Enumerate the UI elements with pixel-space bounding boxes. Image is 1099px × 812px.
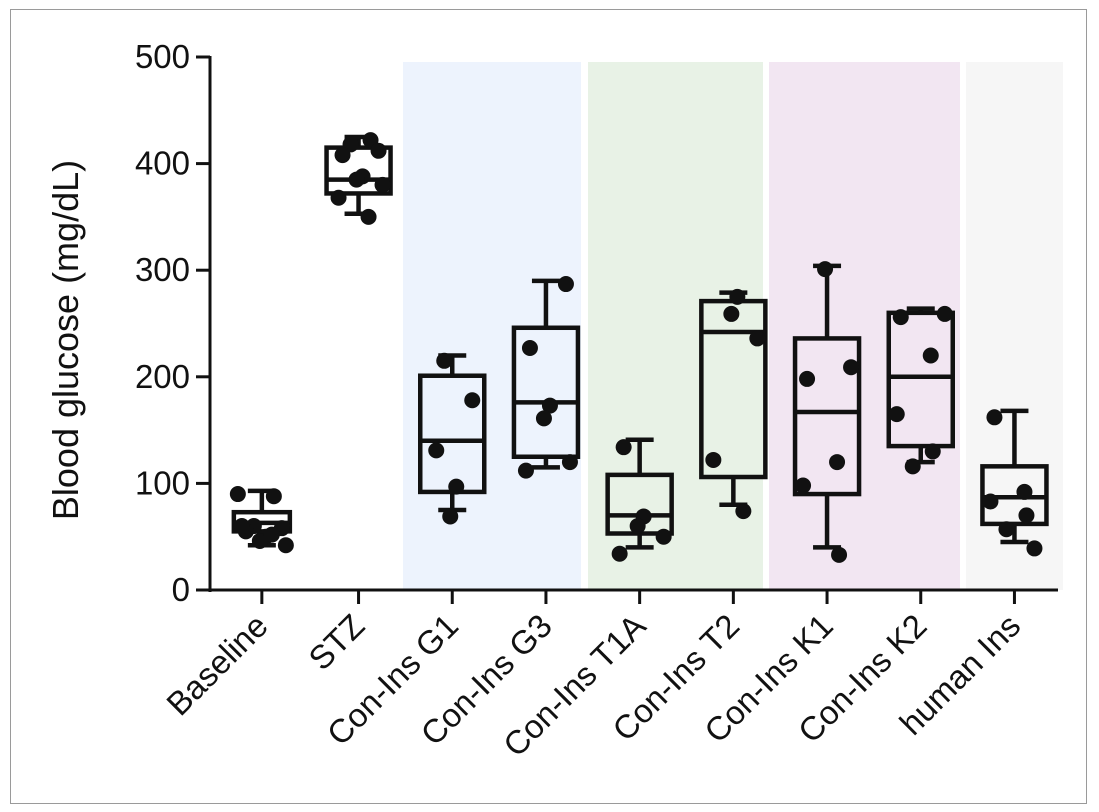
data-point xyxy=(428,442,445,459)
data-point xyxy=(1018,507,1035,524)
data-point xyxy=(799,370,816,387)
data-point xyxy=(251,532,268,549)
data-point xyxy=(723,305,740,322)
data-point xyxy=(735,503,752,520)
data-point xyxy=(233,518,250,535)
data-point xyxy=(521,340,538,357)
y-axis-title: Blood glucose (mg/dL) xyxy=(45,160,86,520)
data-point xyxy=(936,305,953,322)
data-point xyxy=(924,443,941,460)
box-iqr xyxy=(792,336,862,497)
data-point xyxy=(448,478,465,495)
box-iqr xyxy=(886,310,955,449)
data-point xyxy=(629,518,646,535)
data-point xyxy=(611,545,628,562)
data-point xyxy=(1016,483,1033,500)
data-point xyxy=(277,537,294,554)
y-tick-label: 500 xyxy=(135,38,190,75)
data-point xyxy=(330,189,347,206)
data-point xyxy=(892,309,909,326)
x-tick-label: Baseline xyxy=(159,607,275,723)
y-axis: 0 100 200 300 400 500 xyxy=(135,38,212,608)
data-point xyxy=(982,493,999,510)
y-tick-label: 0 xyxy=(172,571,190,608)
y-tick-label: 400 xyxy=(135,145,190,182)
shaded-bands xyxy=(403,62,1063,590)
box-iqr xyxy=(324,145,393,196)
data-point xyxy=(904,458,921,475)
data-point xyxy=(561,454,578,471)
data-point xyxy=(705,451,722,468)
data-point xyxy=(831,546,848,563)
data-point xyxy=(442,508,459,525)
y-tick-label: 300 xyxy=(135,251,190,288)
data-point xyxy=(348,171,365,188)
data-point xyxy=(517,462,534,479)
data-point xyxy=(557,276,574,293)
data-point xyxy=(374,176,391,193)
x-tick-label: STZ xyxy=(301,607,371,677)
data-point xyxy=(263,526,280,543)
data-point xyxy=(922,347,939,364)
box-con-ins-g3 xyxy=(511,278,581,470)
data-point xyxy=(829,454,846,471)
data-point xyxy=(360,208,377,225)
shaded-band-3 xyxy=(769,62,960,590)
data-point xyxy=(1026,540,1043,557)
data-point xyxy=(655,528,672,545)
data-point xyxy=(436,352,453,369)
y-tick-label: 200 xyxy=(135,358,190,395)
data-point xyxy=(749,330,766,347)
data-point xyxy=(843,359,860,376)
y-tick-label: 100 xyxy=(135,464,190,501)
data-point xyxy=(370,142,387,159)
data-point xyxy=(265,488,282,505)
data-point xyxy=(615,439,632,456)
data-point xyxy=(998,521,1015,538)
data-point xyxy=(986,409,1003,426)
data-point xyxy=(541,397,558,414)
boxes xyxy=(231,134,1049,550)
data-point xyxy=(229,486,246,503)
data-points xyxy=(229,132,1043,563)
data-point xyxy=(817,261,834,278)
data-point xyxy=(888,406,905,423)
data-point xyxy=(729,288,746,305)
data-point xyxy=(795,477,812,494)
box-iqr xyxy=(511,325,581,459)
data-point xyxy=(464,392,481,409)
data-point xyxy=(334,147,351,164)
box-con-ins-k2 xyxy=(886,306,955,465)
data-point xyxy=(535,410,552,427)
